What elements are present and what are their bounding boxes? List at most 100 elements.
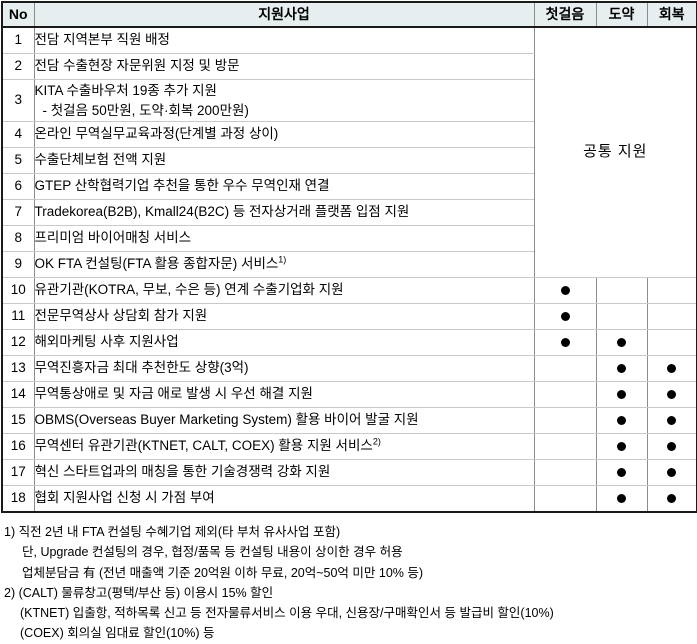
program-name: 무역통상애로 및 자금 애로 발생 시 우선 해결 지원 <box>33 381 535 409</box>
program-name: GTEP 산학협력기업 추천을 통한 우수 무역인재 연결 <box>33 173 535 201</box>
program-sub-label: - 첫걸음 50만원, 도약·회복 200만원) <box>42 102 249 118</box>
footnote-marker: 2) <box>372 436 381 447</box>
program-name: 전문무역상사 상담회 참가 지원 <box>33 303 535 331</box>
row-number: 3 <box>1 78 35 123</box>
row-number: 5 <box>1 147 35 175</box>
mark-leap <box>595 329 648 357</box>
row-number: 18 <box>1 485 35 514</box>
program-label: 프리미엄 바이어매칭 서비스 <box>34 230 192 246</box>
table-header: No 지원사업 첫걸음 도약 회복 <box>1 1 697 28</box>
mark-recovery <box>646 329 697 357</box>
program-label: 해외마케팅 사후 지원사업 <box>34 334 179 350</box>
mark-first-step <box>533 303 597 331</box>
mark-leap <box>595 485 648 514</box>
bullet-dot-icon <box>617 494 626 504</box>
footnote-line: 단, Upgrade 컨설팅의 경우, 협정/품목 등 컨설팅 내용이 상이한 … <box>22 545 403 560</box>
mark-leap <box>595 303 648 331</box>
row-number: 14 <box>1 381 35 409</box>
bullet-dot-icon <box>667 390 677 400</box>
program-label: 전담 지역본부 직원 배정 <box>34 32 170 48</box>
support-programs-table: No 지원사업 첫걸음 도약 회복 1 전담 지역본부 직원 배정 공통 지원 2 전담… <box>1 1 697 514</box>
row-number: 17 <box>1 459 35 487</box>
table-row: 12 해외마케팅 사후 지원사업 <box>1 329 697 357</box>
row-number: 13 <box>1 355 35 383</box>
header-row: No 지원사업 첫걸음 도약 회복 <box>1 1 697 28</box>
program-label: 온라인 무역실무교육과정(단계별 과정 상이) <box>34 126 279 142</box>
mark-first-step <box>533 277 597 305</box>
mark-recovery <box>646 433 697 461</box>
program-name: KITA 수출바우처 19종 추가 지원 - 첫걸음 50만원, 도약·회복 20… <box>33 78 535 123</box>
footnote-line: (KTNET) 입출항, 적하목록 신고 등 전자물류서비스 이용 우대, 신용… <box>20 606 554 621</box>
mark-leap <box>595 459 648 487</box>
header-leap: 도약 <box>595 1 648 28</box>
header-no: No <box>1 1 35 28</box>
bullet-dot-icon <box>667 494 677 504</box>
bullet-dot-icon <box>617 416 626 426</box>
row-number: 4 <box>1 121 35 149</box>
mark-recovery <box>646 485 697 514</box>
program-name: OK FTA 컨설팅(FTA 활용 종합자문) 서비스1) <box>33 251 535 279</box>
mark-leap <box>595 407 648 435</box>
bullet-dot-icon <box>617 364 626 374</box>
program-name: 수출단체보험 전액 지원 <box>33 147 535 175</box>
mark-first-step <box>533 485 597 514</box>
program-label: 유관기관(KOTRA, 무보, 수은 등) 연계 수출기업화 지원 <box>34 282 344 298</box>
mark-first-step <box>533 407 597 435</box>
bullet-dot-icon <box>617 442 626 452</box>
program-name: 유관기관(KOTRA, 무보, 수은 등) 연계 수출기업화 지원 <box>33 277 535 305</box>
program-label: OK FTA 컨설팅(FTA 활용 종합자문) 서비스 <box>34 256 279 272</box>
row-number: 2 <box>1 53 35 80</box>
program-name: 전담 수출현장 자문위원 지정 및 방문 <box>33 53 535 80</box>
mark-first-step <box>533 433 597 461</box>
mark-recovery <box>646 303 697 331</box>
mark-first-step <box>533 459 597 487</box>
mark-leap <box>595 277 648 305</box>
program-label: 무역통상애로 및 자금 애로 발생 시 우선 해결 지원 <box>34 386 313 402</box>
program-label: 무역센터 유관기관(KTNET, CALT, COEX) 활용 지원 서비스 <box>34 438 373 454</box>
table-row: 17 혁신 스타트업과의 매칭을 통한 기술경쟁력 강화 지원 <box>1 459 697 487</box>
bullet-dot-icon <box>617 390 626 400</box>
program-name: 프리미엄 바이어매칭 서비스 <box>33 225 535 253</box>
bullet-dot-icon <box>560 312 570 322</box>
mark-first-step <box>533 329 597 357</box>
program-name: 전담 지역본부 직원 배정 <box>33 26 535 54</box>
table-row: 16 무역센터 유관기관(KTNET, CALT, COEX) 활용 지원 서비스… <box>1 433 697 461</box>
table-row: 14 무역통상애로 및 자금 애로 발생 시 우선 해결 지원 <box>1 381 697 409</box>
footnote-marker: 1) <box>278 254 287 265</box>
program-label: 전문무역상사 상담회 참가 지원 <box>34 308 208 324</box>
program-name: 협회 지원사업 신청 시 가점 부여 <box>33 485 535 514</box>
table-row: 1 전담 지역본부 직원 배정 공통 지원 <box>1 26 697 279</box>
program-label: 수출단체보험 전액 지원 <box>34 152 167 168</box>
table-row: 11 전문무역상사 상담회 참가 지원 <box>1 303 697 331</box>
program-label: KITA 수출바우처 19종 추가 지원 <box>34 83 217 98</box>
program-name: 무역진흥자금 최대 추천한도 상향(3억) <box>33 355 535 383</box>
mark-recovery <box>646 407 697 435</box>
program-label: OBMS(Overseas Buyer Marketing System) 활용… <box>34 412 419 428</box>
mark-leap <box>595 381 648 409</box>
row-number: 12 <box>1 329 35 357</box>
bullet-dot-icon <box>617 468 626 478</box>
mark-leap <box>595 355 648 383</box>
program-name: OBMS(Overseas Buyer Marketing System) 활용… <box>33 407 535 435</box>
bullet-dot-icon <box>617 338 626 348</box>
row-number: 1 <box>1 26 35 54</box>
program-label: 무역진흥자금 최대 추천한도 상향(3억) <box>34 360 249 376</box>
mark-first-step <box>533 355 597 383</box>
table-row: 6 GTEP 산학협력기업 추천을 통한 우수 무역인재 연결 <box>1 173 697 201</box>
common-support-cell: 공통 지원 <box>533 26 697 279</box>
row-number: 9 <box>1 251 35 279</box>
row-number: 7 <box>1 199 35 227</box>
header-first-step: 첫걸음 <box>533 1 597 28</box>
mark-recovery <box>646 355 697 383</box>
header-recovery: 회복 <box>646 1 697 28</box>
mark-recovery <box>646 277 697 305</box>
row-number: 16 <box>1 433 35 461</box>
footnotes: 1) 직전 2년 내 FTA 컨설팅 수혜기업 제외(타 부처 유사사업 포함)… <box>0 522 697 644</box>
program-label: 혁신 스타트업과의 매칭을 통한 기술경쟁력 강화 지원 <box>34 464 331 480</box>
table-row: 10 유관기관(KOTRA, 무보, 수은 등) 연계 수출기업화 지원 <box>1 277 697 305</box>
bullet-dot-icon <box>667 364 677 374</box>
footnote-line: 2) (CALT) 물류창고(평택/부산 등) 이용시 15% 할인 <box>4 585 274 600</box>
bullet-dot-icon <box>667 442 677 452</box>
bullet-dot-icon <box>560 286 570 296</box>
